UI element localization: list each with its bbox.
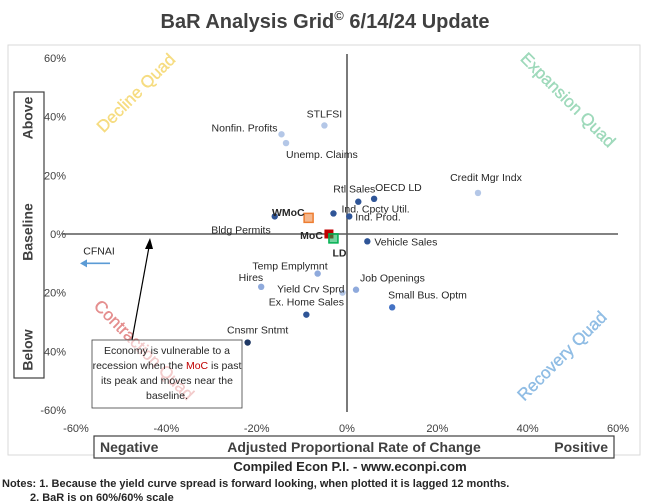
y-label-below: Below — [20, 329, 36, 370]
quadrant-label-decline-quad: Decline Quad — [93, 50, 179, 136]
y-tick-label: 60% — [44, 53, 66, 65]
point-ex-home-sales — [303, 311, 310, 318]
annotation-segment: is past — [208, 360, 241, 372]
point-label-ind-cpcty-util: Ind. Cpcty Util. — [341, 203, 409, 215]
point-label-small-bus-optm: Small Bus. Optm — [388, 289, 467, 301]
point-cfnai-arrowhead — [80, 259, 87, 268]
y-tick-label: -20% — [40, 288, 66, 300]
y-tick-label: 40% — [44, 112, 66, 124]
point-nonfin-profits — [278, 131, 285, 138]
grid-layer: -60% -40% -20% 0% 20% 40% 60% -60% -40% -20% 0% 20%… — [40, 53, 629, 435]
x-tick-label: -60% — [63, 423, 89, 435]
x-tick-label: 40% — [517, 423, 539, 435]
y-axis-labels: Above Baseline Below — [13, 91, 45, 379]
annotation-segment: its peak and moves near the — [101, 375, 233, 387]
point-bldg-permits — [271, 213, 278, 220]
point-label-credit-mgr-indx: Credit Mgr Indx — [450, 172, 523, 184]
axis-layer — [62, 54, 618, 412]
point-label-stlfsi: STLFSI — [307, 108, 343, 120]
point-wmoc — [303, 212, 314, 224]
annotation-arrow-line — [131, 246, 150, 341]
point-ld — [328, 233, 339, 244]
point-label-unemp-claims: Unemp. Claims — [286, 149, 358, 161]
y-label-above: Above — [20, 96, 36, 139]
annotation-line: recession when the MoC is past — [93, 360, 242, 372]
footer-note-1: Notes: 1. Because the yield curve spread… — [2, 478, 509, 490]
point-ind-cpcty-util — [330, 210, 337, 217]
title-mark: © — [334, 8, 344, 23]
title-suffix: 6/14/24 Update — [344, 11, 490, 33]
point-small-bus-optm — [388, 304, 396, 311]
y-label-box — [13, 91, 45, 379]
annotation-box — [91, 339, 243, 409]
point-yield-crv-sprd — [339, 289, 346, 296]
annotation-segment: baseline. — [146, 390, 188, 402]
x-axis-label-box: Negative Adjusted Proportional Rate of Ch… — [93, 435, 615, 459]
x-label-positive: Positive — [554, 439, 608, 455]
point-label-bldg-permits: Bldg Permits — [211, 224, 271, 236]
point-label-wmoc: WMoC — [272, 207, 305, 219]
point-cnsmr-sntmt — [244, 339, 251, 346]
annotation-segment: MoC — [186, 360, 209, 372]
point-rtl-sales — [355, 198, 362, 205]
annotation-segment: recession when the — [93, 360, 186, 372]
point-temp-emplymnt — [314, 270, 321, 277]
annotation-line: Economy is vulnerable to a — [104, 345, 230, 357]
y-tick-label: -40% — [40, 346, 66, 358]
x-tick-label: 0% — [339, 423, 355, 435]
data-points: STLFSI Nonfin. Profits Unemp. Claims Credit… — [80, 108, 523, 346]
point-label-nonfin-profits: Nonfin. Profits — [212, 122, 278, 134]
point-ind-prod — [346, 213, 353, 220]
annotation-segment: Economy is vulnerable to a — [104, 345, 230, 357]
chart-title: BaR Analysis Grid© 6/14/24 Update — [161, 8, 490, 33]
point-label-ld: LD — [332, 247, 346, 259]
annotation: Economy is vulnerable to a recession when… — [91, 238, 243, 409]
y-tick-label: 20% — [44, 170, 66, 182]
point-vehicle-sales — [364, 238, 371, 245]
x-tick-label: -40% — [153, 423, 179, 435]
point-label-ind-prod: Ind. Prod. — [355, 211, 401, 223]
annotation-line: its peak and moves near the — [101, 375, 233, 387]
point-label-moc: MoC — [300, 230, 323, 242]
point-oecd-ld — [370, 195, 378, 202]
x-tick-label: 60% — [607, 423, 629, 435]
x-label-box — [93, 435, 615, 459]
point-label-oecd-ld: OECD LD — [375, 182, 422, 194]
point-unemp-claims — [282, 139, 290, 147]
point-label-rtl-sales: Rtl Sales — [333, 184, 375, 196]
point-label-cnsmr-sntmt: Cnsmr Sntmt — [227, 325, 288, 337]
x-label-negative: Negative — [100, 439, 159, 455]
point-label-cfnai: CFNAI — [83, 245, 115, 257]
quadrant-label-recovery-quad: Recovery Quad — [514, 308, 611, 405]
y-tick-label: 0% — [50, 229, 66, 241]
annotation-line: baseline. — [146, 390, 188, 402]
point-label-ex-home-sales: Ex. Home Sales — [269, 297, 344, 309]
y-tick-label: -60% — [40, 405, 66, 417]
point-stlfsi — [321, 122, 328, 129]
quadrant-label-expansion-quad: Expansion Quad — [517, 49, 619, 151]
point-label-vehicle-sales: Vehicle Sales — [374, 236, 437, 248]
x-tick-label: -20% — [244, 423, 270, 435]
footer-note-2: 2. BaR is on 60%/60% scale — [30, 492, 174, 504]
footer-credit: Compiled Econ P.I. - www.econpi.com — [233, 459, 466, 474]
y-label-baseline: Baseline — [20, 203, 36, 261]
point-label-yield-crv-sprd: Yield Crv Sprd — [277, 284, 344, 296]
point-hires — [257, 283, 265, 290]
x-axis-title: Adjusted Proportional Rate of Change — [227, 439, 481, 455]
annotation-arrow-head — [145, 238, 153, 249]
x-tick-label: 20% — [426, 423, 448, 435]
point-credit-mgr-indx — [474, 189, 482, 197]
point-job-openings — [352, 286, 360, 293]
point-label-temp-emplymnt: Temp Emplymnt — [252, 261, 327, 273]
point-label-hires: Hires — [239, 272, 264, 284]
point-label-job-openings: Job Openings — [360, 273, 425, 285]
